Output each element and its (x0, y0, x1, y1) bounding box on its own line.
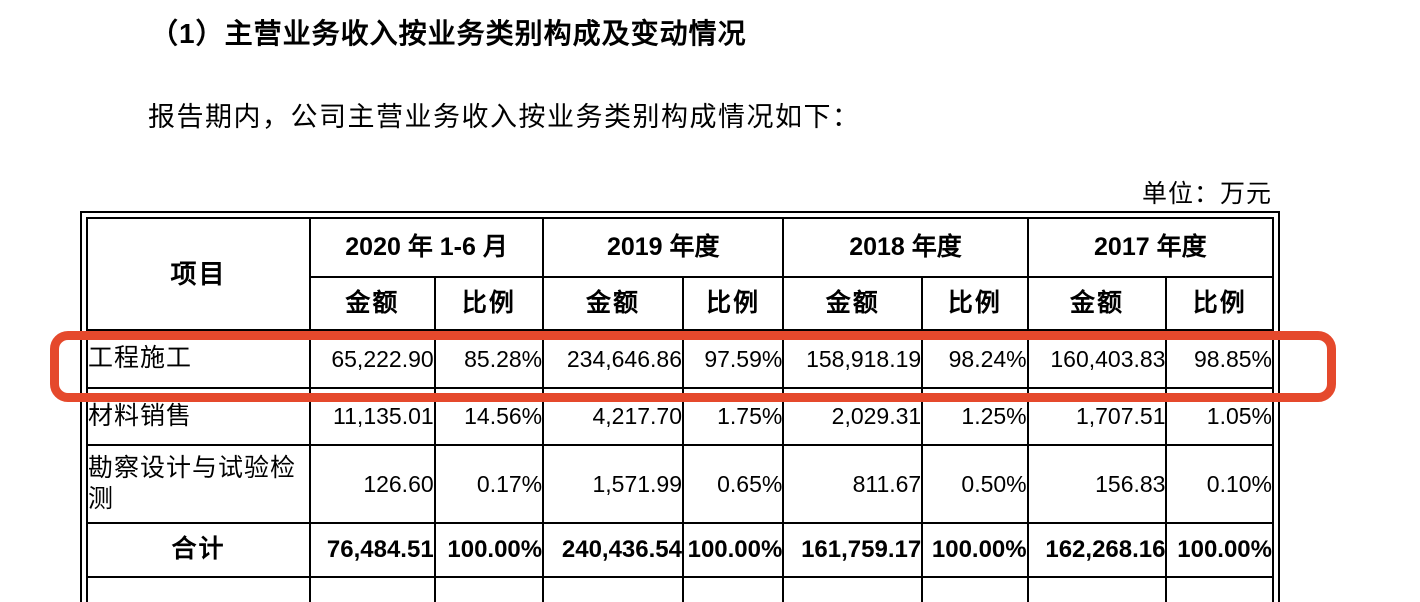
cell-empty (542, 576, 684, 602)
header-amount-2017: 金额 (1026, 276, 1168, 331)
cell-value: 811.67 (782, 444, 924, 524)
header-ratio-2018: 比例 (921, 276, 1029, 331)
cell-empty (921, 576, 1029, 602)
header-amount-2018: 金额 (782, 276, 924, 331)
cell-value: 4,217.70 (542, 387, 684, 446)
revenue-table: 项目 2020 年 1-6 月 2019 年度 2018 年度 2017 年度 … (86, 217, 1275, 602)
cell-value: 98.24% (921, 329, 1029, 389)
cell-value: 234,646.86 (542, 329, 684, 389)
cell-empty (782, 576, 924, 602)
header-period-2017: 2017 年度 (1026, 217, 1275, 278)
cell-value: 1.05% (1165, 387, 1274, 446)
cell-value: 0.50% (921, 444, 1029, 524)
table-header-row-periods: 项目 2020 年 1-6 月 2019 年度 2018 年度 2017 年度 (86, 217, 1275, 331)
cell-value: 158,918.19 (782, 329, 924, 389)
cell-value: 1.25% (921, 387, 1029, 446)
table-header-row-measures: 金额 比例 金额 比例 金额 比例 金额 比例 (87, 276, 1274, 331)
table-row-total: 合计 76,484.51 100.00% 240,436.54 100.00% … (86, 522, 1274, 578)
cell-value: 161,759.17 (782, 522, 924, 578)
cell-value: 162,268.16 (1026, 522, 1168, 578)
table-row-clipped (86, 576, 1274, 602)
cell-value: 85.28% (433, 329, 545, 389)
cell-empty (681, 576, 785, 602)
row-item-label: 合计 (86, 522, 311, 578)
header-ratio-2017: 比例 (1165, 276, 1274, 331)
cell-empty (309, 576, 436, 602)
cell-value: 97.59% (681, 329, 785, 389)
header-item: 项目 (86, 217, 311, 331)
table-row-survey-design: 勘察设计与试验检测 126.60 0.17% 1,571.99 0.65% 81… (86, 444, 1274, 524)
cell-value: 11,135.01 (309, 387, 436, 446)
header-period-2019: 2019 年度 (542, 217, 785, 278)
cell-value: 76,484.51 (309, 522, 436, 578)
revenue-table-wrapper: 项目 2020 年 1-6 月 2019 年度 2018 年度 2017 年度 … (80, 211, 1280, 602)
intro-text: 报告期内，公司主营业务收入按业务类别构成情况如下： (148, 102, 861, 132)
header-ratio-2020: 比例 (433, 276, 545, 331)
section-heading: （1）主营业务收入按业务类别构成及变动情况 (150, 18, 747, 49)
header-period-2020: 2020 年 1-6 月 (308, 217, 545, 278)
header-period-2018: 2018 年度 (782, 217, 1029, 278)
cell-value: 2,029.31 (782, 387, 924, 446)
header-ratio-2019: 比例 (681, 276, 785, 331)
row-item-label: 勘察设计与试验检测 (86, 444, 311, 524)
cell-value: 100.00% (681, 522, 785, 578)
cell-value: 0.17% (433, 444, 545, 524)
row-item-label: 工程施工 (86, 329, 311, 389)
cell-value: 240,436.54 (542, 522, 684, 578)
unit-label: 单位：万元 (1141, 180, 1272, 208)
cell-value: 160,403.83 (1026, 329, 1168, 389)
cell-value: 156.83 (1026, 444, 1168, 524)
cell-value: 100.00% (433, 522, 545, 578)
cell-value: 1.75% (681, 387, 785, 446)
row-item-label: 材料销售 (86, 387, 311, 446)
cell-value: 0.65% (681, 444, 785, 524)
cell-empty (1026, 576, 1168, 602)
header-amount-2020: 金额 (309, 276, 436, 331)
cell-value: 1,571.99 (542, 444, 684, 524)
cell-empty (1165, 576, 1274, 602)
cell-empty (433, 576, 545, 602)
cell-value: 1,707.51 (1026, 387, 1168, 446)
cell-empty (86, 576, 311, 602)
header-amount-2019: 金额 (542, 276, 684, 331)
cell-value: 14.56% (433, 387, 545, 446)
cell-value: 65,222.90 (309, 329, 436, 389)
table-row-construction: 工程施工 65,222.90 85.28% 234,646.86 97.59% … (86, 329, 1274, 389)
cell-value: 126.60 (309, 444, 436, 524)
cell-value: 100.00% (921, 522, 1029, 578)
cell-value: 100.00% (1165, 522, 1274, 578)
table-row-materials: 材料销售 11,135.01 14.56% 4,217.70 1.75% 2,0… (86, 387, 1274, 446)
cell-value: 0.10% (1165, 444, 1274, 524)
cell-value: 98.85% (1165, 329, 1274, 389)
